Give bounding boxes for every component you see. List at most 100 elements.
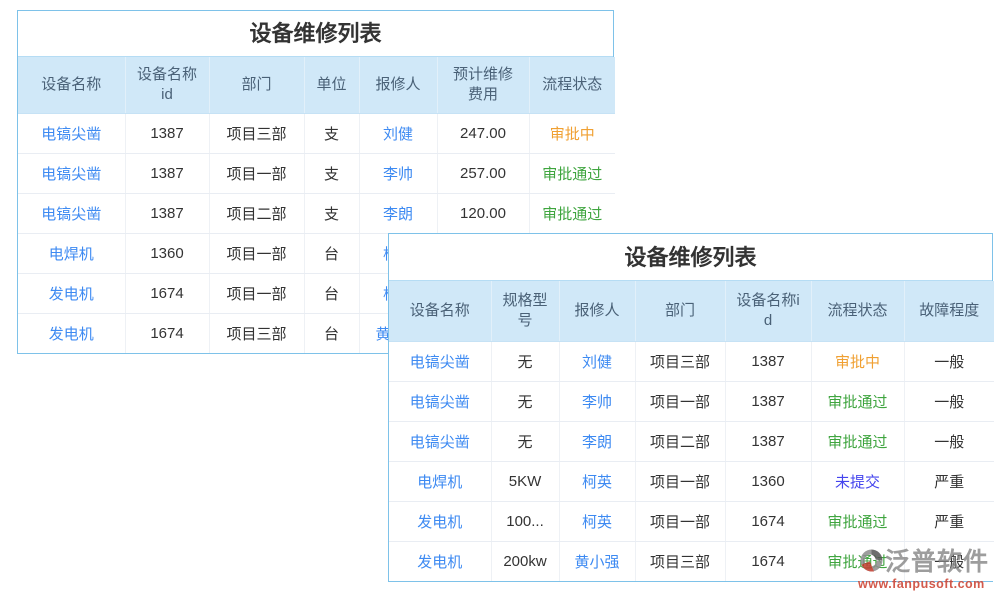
cell-name[interactable]: 发电机 (389, 541, 492, 581)
cell-reporter[interactable]: 李帅 (559, 381, 636, 422)
cell-cost: 120.00 (437, 193, 530, 234)
column-header-dept: 部门 (635, 281, 726, 342)
table-row: 电镐尖凿无刘健 项目三部 1387 审批中 一般 (389, 341, 994, 382)
cell-reporter[interactable]: 刘健 (559, 341, 636, 382)
cell-spec: 100... (491, 501, 560, 542)
cell-dept: 项目一部 (209, 233, 305, 274)
cell-severity: 严重 (904, 501, 994, 542)
cell-severity: 一般 (904, 381, 994, 422)
cell-status[interactable]: 审批通过 (529, 153, 615, 194)
cell-reporter[interactable]: 李帅 (359, 153, 438, 194)
cell-status[interactable]: 审批通过 (811, 421, 905, 462)
cell-dept: 项目三部 (209, 313, 305, 353)
watermark-brand: 泛普软件 (885, 548, 990, 576)
cell-id: 1674 (125, 313, 210, 353)
cell-cost: 257.00 (437, 153, 530, 194)
column-header-unit: 单位 (304, 57, 360, 114)
cell-name[interactable]: 电焊机 (18, 233, 126, 274)
column-header-severity: 故障程度 (904, 281, 994, 342)
cell-name[interactable]: 电镐尖凿 (18, 113, 126, 154)
cell-spec: 5KW (491, 461, 560, 502)
cell-id: 1674 (725, 501, 812, 542)
cell-name[interactable]: 电镐尖凿 (389, 381, 492, 422)
cell-reporter[interactable]: 李朗 (559, 421, 636, 462)
table-header-row: 设备名称 规格型号 报修人 部门 设备名称id 流程状态 故障程度 (389, 281, 994, 342)
cell-status[interactable]: 审批中 (811, 341, 905, 382)
column-header-name: 设备名称 (389, 281, 492, 342)
cell-spec: 无 (491, 421, 560, 462)
cell-name[interactable]: 电镐尖凿 (389, 341, 492, 382)
table-row: 发电机 200kw 黄小强 项目三部 1674 审批通过 一般 (389, 541, 994, 581)
cell-status[interactable]: 审批中 (529, 113, 615, 154)
cell-name[interactable]: 电镐尖凿 (18, 193, 126, 234)
table-header-row: 设备名称 设备名称id 部门 单位 报修人 预计维修费用 流程状态 (18, 57, 615, 114)
table-row: 电镐尖凿 1387 项目二部支李朗 120.00 审批通过 (18, 193, 615, 234)
cell-name[interactable]: 电焊机 (389, 461, 492, 502)
cell-name[interactable]: 电镐尖凿 (18, 153, 126, 194)
cell-severity: 一般 (904, 341, 994, 382)
cell-spec: 200kw (491, 541, 560, 581)
column-header-name: 设备名称 (18, 57, 126, 114)
cell-id: 1387 (725, 421, 812, 462)
fanpu-logo-icon (860, 549, 883, 572)
cell-id: 1387 (725, 381, 812, 422)
cell-unit: 支 (304, 153, 360, 194)
cell-dept: 项目二部 (635, 421, 726, 462)
cell-id: 1387 (125, 113, 210, 154)
cell-reporter[interactable]: 黄小强 (559, 541, 636, 581)
cell-dept: 项目三部 (635, 341, 726, 382)
cell-reporter[interactable]: 柯英 (559, 501, 636, 542)
cell-reporter[interactable]: 柯英 (559, 461, 636, 502)
cell-spec: 无 (491, 341, 560, 382)
watermark: 泛普软件 www.fanpusoft.com (858, 542, 1000, 591)
column-header-id: 设备名称id (725, 281, 812, 342)
cell-status[interactable]: 审批通过 (811, 541, 905, 581)
table-title: 设备维修列表 (18, 11, 613, 57)
repair-table-front: 设备名称 规格型号 报修人 部门 设备名称id 流程状态 故障程度 电镐尖凿无刘健 项目三部 1… (389, 281, 994, 581)
column-header-status: 流程状态 (811, 281, 905, 342)
column-header-spec: 规格型号 (491, 281, 560, 342)
cell-id: 1387 (725, 341, 812, 382)
cell-id: 1387 (125, 193, 210, 234)
column-header-cost: 预计维修费用 (437, 57, 530, 114)
cell-dept: 项目一部 (635, 381, 726, 422)
cell-dept: 项目一部 (635, 501, 726, 542)
cell-severity: 一般 (904, 541, 994, 581)
cell-name[interactable]: 发电机 (18, 313, 126, 353)
cell-reporter[interactable]: 李朗 (359, 193, 438, 234)
table-row: 电镐尖凿 1387 项目一部支李帅 257.00 审批通过 (18, 153, 615, 194)
cell-id: 1674 (725, 541, 812, 581)
cell-id: 1387 (125, 153, 210, 194)
table-title: 设备维修列表 (389, 234, 992, 281)
table-row: 电镐尖凿无李帅 项目一部 1387 审批通过 一般 (389, 381, 994, 422)
cell-name[interactable]: 发电机 (18, 273, 126, 314)
cell-dept: 项目一部 (209, 153, 305, 194)
column-header-id: 设备名称id (125, 57, 210, 114)
cell-status[interactable]: 审批通过 (529, 193, 615, 234)
column-header-reporter: 报修人 (359, 57, 438, 114)
cell-severity: 严重 (904, 461, 994, 502)
column-header-dept: 部门 (209, 57, 305, 114)
cell-dept: 项目三部 (209, 113, 305, 154)
cell-unit: 台 (304, 273, 360, 314)
cell-dept: 项目一部 (209, 273, 305, 314)
cell-status[interactable]: 审批通过 (811, 501, 905, 542)
cell-reporter[interactable]: 刘健 (359, 113, 438, 154)
repair-list-panel-front: 设备维修列表 设备名称 规格型号 报修人 部门 设备名称id 流程状态 故障程度 电镐尖凿无… (388, 233, 994, 582)
cell-status[interactable]: 审批通过 (811, 381, 905, 422)
cell-id: 1360 (725, 461, 812, 502)
cell-unit: 支 (304, 113, 360, 154)
cell-name[interactable]: 电镐尖凿 (389, 421, 492, 462)
cell-dept: 项目三部 (635, 541, 726, 581)
cell-cost: 247.00 (437, 113, 530, 154)
column-header-status: 流程状态 (529, 57, 615, 114)
cell-spec: 无 (491, 381, 560, 422)
table-row: 电镐尖凿无李朗 项目二部 1387 审批通过 一般 (389, 421, 994, 462)
cell-status[interactable]: 未提交 (811, 461, 905, 502)
cell-name[interactable]: 发电机 (389, 501, 492, 542)
watermark-url: www.fanpusoft.com (858, 577, 985, 591)
table-row: 电焊机 5KW 柯英 项目一部 1360 未提交 严重 (389, 461, 994, 502)
column-header-reporter: 报修人 (559, 281, 636, 342)
cell-id: 1360 (125, 233, 210, 274)
